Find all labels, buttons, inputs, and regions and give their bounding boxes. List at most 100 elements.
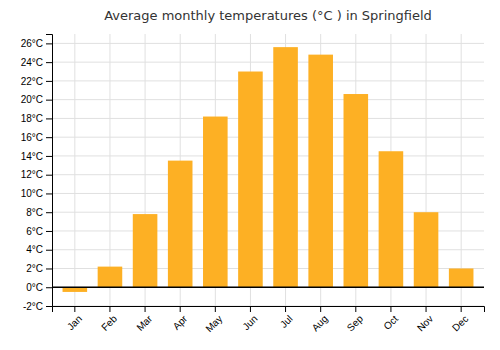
grid-line (52, 137, 484, 138)
tick: 4°C (26, 244, 52, 255)
grid-line (52, 62, 484, 63)
bar (308, 55, 333, 288)
tick-label: 6°C (26, 226, 43, 237)
tick-label: Apr (171, 313, 190, 332)
tick-label: Jul (278, 313, 295, 330)
bar (133, 214, 158, 287)
tick: Jul (278, 306, 295, 330)
tick-mark (46, 231, 52, 232)
bar (414, 212, 439, 287)
chart: -2°C0°C2°C4°C6°C8°C10°C12°C14°C16°C18°C2… (0, 0, 500, 350)
tick-label: -2°C (23, 301, 43, 312)
tick-label: 16°C (21, 132, 43, 143)
bar (344, 94, 369, 287)
tick-mark (46, 212, 52, 213)
axis-line (46, 35, 53, 307)
tick-mark (390, 306, 391, 312)
tick-label: Oct (381, 313, 400, 332)
tick-label: Nov (415, 313, 435, 333)
tick-mark (250, 306, 251, 312)
bar (98, 267, 123, 288)
tick: 2°C (26, 263, 52, 274)
tick-label: Mar (134, 313, 154, 333)
tick: 18°C (21, 113, 52, 124)
tick: 8°C (26, 207, 52, 218)
tick-label: Jan (65, 313, 84, 332)
tick: Sep (345, 306, 366, 333)
tick: Mar (134, 306, 154, 333)
grid-line (74, 34, 75, 306)
grid (52, 34, 484, 306)
bars (52, 47, 484, 292)
tick-mark (285, 306, 286, 312)
tick-mark (426, 306, 427, 312)
tick-mark (46, 62, 52, 63)
tick-label: Dec (450, 313, 470, 333)
grid-line (461, 34, 462, 306)
tick-mark (46, 250, 52, 251)
tick-mark (46, 137, 52, 138)
tick-mark (145, 306, 146, 312)
grid-line (52, 118, 484, 119)
grid-line (52, 43, 484, 44)
tick-mark (355, 306, 356, 312)
tick: 6°C (26, 226, 52, 237)
tick: Nov (415, 306, 435, 333)
tick-label: May (203, 313, 224, 334)
tick-label: 12°C (21, 169, 43, 180)
tick: Feb (99, 306, 119, 333)
tick-mark (46, 175, 52, 176)
tick-mark (215, 306, 216, 312)
tick-mark (46, 81, 52, 82)
tick-mark (46, 306, 52, 307)
grid-line (52, 287, 484, 288)
tick-label: Sep (345, 313, 366, 334)
tick-label: 2°C (26, 263, 43, 274)
tick: 20°C (21, 94, 52, 105)
tick-mark (109, 306, 110, 312)
tick-mark (461, 306, 462, 312)
bar (238, 72, 263, 288)
tick: 22°C (21, 76, 52, 87)
tick: May (203, 306, 224, 334)
tick: 12°C (21, 169, 52, 180)
bar (449, 268, 474, 287)
grid-line (52, 193, 484, 194)
grid-line (52, 80, 484, 81)
tick-label: Feb (99, 313, 119, 333)
tick: Jun (240, 306, 259, 332)
tick-label: 18°C (21, 113, 43, 124)
plot: -2°C0°C2°C4°C6°C8°C10°C12°C14°C16°C18°C2… (21, 34, 485, 334)
tick: 26°C (21, 38, 52, 49)
title: Average monthly temperatures (°C ) in Sp… (104, 8, 432, 23)
tick-mark (46, 287, 52, 288)
tick: 0°C (26, 282, 52, 293)
bar (203, 117, 228, 288)
tick: Oct (381, 306, 400, 332)
tick-label: Jun (240, 313, 259, 332)
tick-mark (46, 100, 52, 101)
tick-mark (46, 268, 52, 269)
tick: Apr (171, 306, 190, 332)
tick-mark (180, 306, 181, 312)
axis-line (53, 307, 485, 313)
tick-mark (46, 118, 52, 119)
x-axis: Jan Feb Mar Apr May Jun Jul Aug Sep Oct Nov Dec (53, 306, 485, 334)
bar (168, 161, 193, 288)
tick-label: 4°C (26, 244, 43, 255)
grid-line (52, 99, 484, 100)
tick: 24°C (21, 57, 52, 68)
tick-label: 20°C (21, 94, 43, 105)
y-axis: -2°C0°C2°C4°C6°C8°C10°C12°C14°C16°C18°C2… (21, 35, 53, 312)
tick: Jan (65, 306, 84, 332)
grid-line (109, 34, 110, 306)
bar (273, 47, 298, 287)
tick-label: Aug (310, 313, 330, 333)
tick-label: 14°C (21, 151, 43, 162)
tick-label: 22°C (21, 76, 43, 87)
tick-mark (46, 43, 52, 44)
bar (379, 151, 404, 287)
tick-label: 24°C (21, 57, 43, 68)
tick: 16°C (21, 132, 52, 143)
tick: Aug (310, 306, 330, 333)
